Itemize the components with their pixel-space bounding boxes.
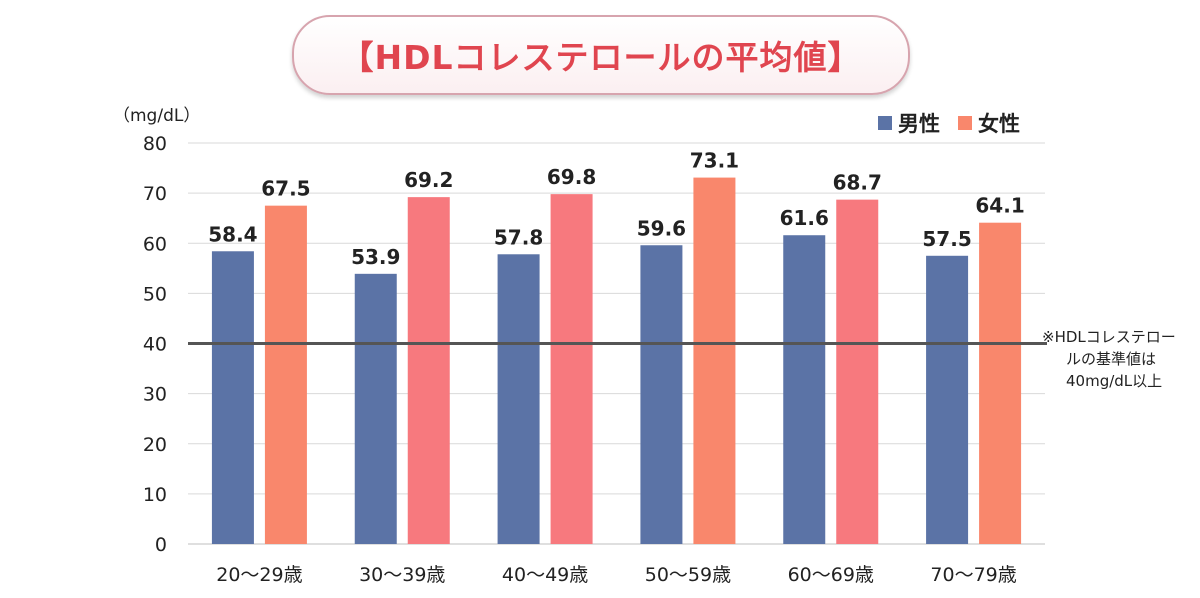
bar-female <box>550 194 593 544</box>
y-axis-unit: （mg/dL） <box>113 106 201 126</box>
bar-female <box>407 197 450 544</box>
chart-title: 【HDLコレステロールの平均値】 <box>340 38 862 77</box>
y-tick-label: 60 <box>143 233 167 255</box>
y-tick-label: 30 <box>143 384 167 406</box>
x-category-label: 40～49歳 <box>502 564 588 586</box>
x-category-label: 60～69歳 <box>788 564 874 586</box>
x-category-label: 20～29歳 <box>216 564 302 586</box>
bar-male <box>354 273 397 544</box>
bar-male <box>783 235 826 545</box>
value-label-male: 57.5 <box>922 227 971 251</box>
value-label-male: 59.6 <box>637 216 686 240</box>
bar-male <box>211 251 254 544</box>
y-tick-label: 0 <box>155 534 167 556</box>
value-label-male: 57.8 <box>494 225 543 249</box>
bar-male <box>926 255 969 544</box>
value-labels: 58.467.5 53.9 69.2 57.8 69.8 59.6 73.1 61.668.7… <box>208 149 1025 269</box>
value-label-male: 53.9 <box>351 245 400 269</box>
reference-note-line2: ルの基準値は <box>1066 350 1157 368</box>
bar-female <box>264 205 307 544</box>
y-tick-label: 50 <box>143 283 167 305</box>
legend-swatch-male <box>878 116 892 130</box>
y-tick-label: 10 <box>143 484 167 506</box>
bar-female <box>979 222 1022 545</box>
bar-male <box>497 254 540 544</box>
value-label-female: 69.8 <box>547 165 596 189</box>
legend-label-female: 女性 <box>978 112 1020 136</box>
value-label-male: 58.4 <box>208 222 257 246</box>
bar-female <box>693 177 736 544</box>
legend: 男性 女性 <box>878 108 1038 138</box>
legend-label-male: 男性 <box>898 112 940 136</box>
chart-title-banner: 【HDLコレステロールの平均値】 <box>292 15 910 95</box>
x-category-label: 50～59歳 <box>645 564 731 586</box>
value-label-female: 69.2 <box>404 168 453 192</box>
y-tick-label: 80 <box>143 133 167 155</box>
legend-swatch-female <box>958 116 972 130</box>
y-axis-ticks: 0 10 20 30 40 50 60 70 80 <box>143 133 167 556</box>
reference-note-line3: 40mg/dL以上 <box>1066 372 1163 390</box>
bar-male <box>640 245 683 544</box>
reference-note: ※HDLコレステロー ルの基準値は 40mg/dL以上 <box>1042 326 1198 392</box>
x-category-label: 70～79歳 <box>930 564 1016 586</box>
legend-item-female: 女性 <box>958 108 1020 138</box>
bars <box>211 177 1022 545</box>
x-category-label: 30～39歳 <box>359 564 445 586</box>
value-label-male: 61.6 <box>780 206 829 230</box>
y-tick-label: 40 <box>143 334 167 356</box>
value-label-female: 67.5 <box>261 177 310 201</box>
y-tick-label: 70 <box>143 183 167 205</box>
legend-item-male: 男性 <box>878 108 940 138</box>
value-label-female: 68.7 <box>833 171 882 195</box>
value-label-female: 64.1 <box>975 194 1024 218</box>
y-tick-label: 20 <box>143 434 167 456</box>
bar-female <box>836 199 879 545</box>
reference-note-line1: ※HDLコレステロー <box>1042 328 1176 346</box>
x-axis-categories: 20～29歳 30～39歳 40～49歳 50～59歳 60～69歳 70～79歳 <box>216 564 1017 586</box>
value-label-female: 73.1 <box>690 149 739 173</box>
